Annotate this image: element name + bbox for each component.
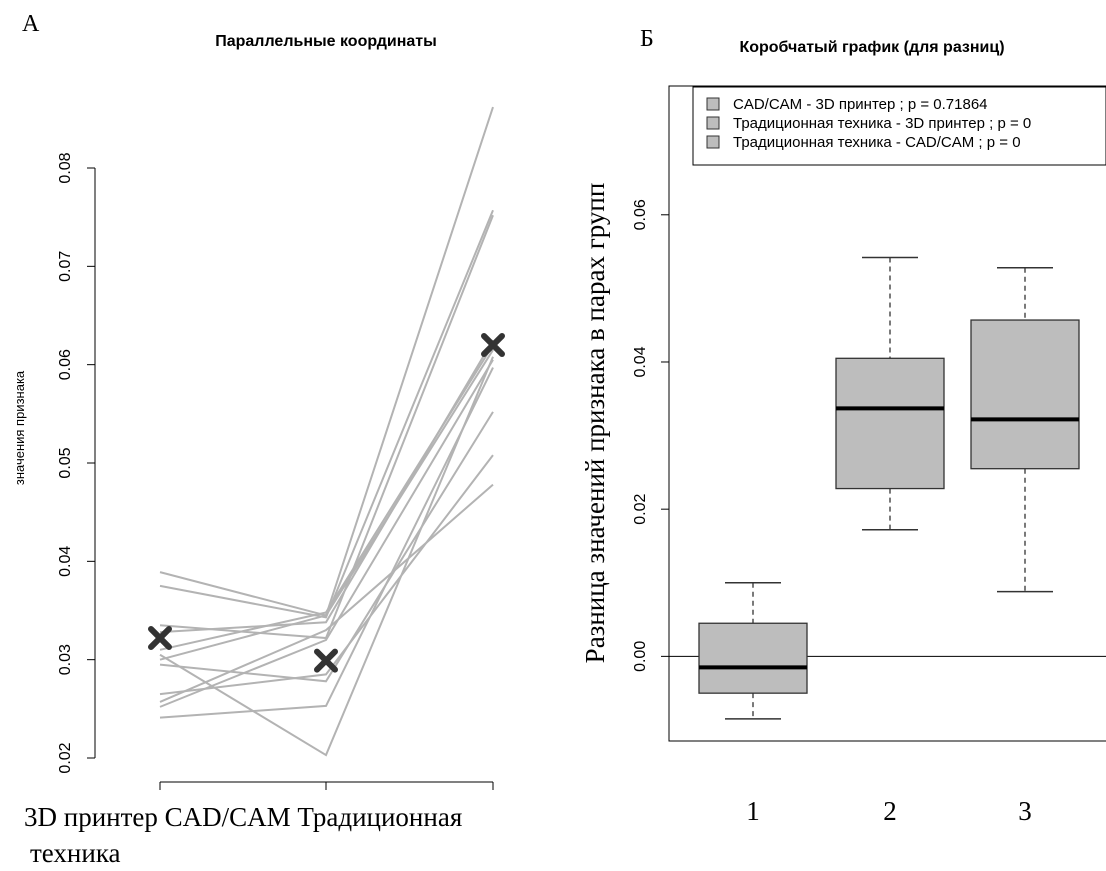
y-tick-label: 0.02 bbox=[632, 494, 649, 525]
mean-marker bbox=[481, 333, 505, 357]
panel-a-bottom-label-line1: 3D принтер CAD/CAM Традиционная bbox=[24, 802, 462, 832]
y-tick-label: 0.04 bbox=[57, 546, 74, 577]
mean-marker-stroke bbox=[148, 626, 172, 651]
series-line bbox=[159, 106, 494, 617]
boxplot: 0.00 0.02 0.04 0.06 1 2 3 CAD/CAM - 3D принтер … bbox=[632, 85, 1106, 826]
panel-b-ylabel: Разница значений признака в парах групп bbox=[580, 183, 610, 664]
legend: CAD/CAM - 3D принтер ; p = 0.71864 Традиц… bbox=[692, 86, 1106, 166]
series-line bbox=[159, 483, 494, 703]
x-tick-label: 1 bbox=[746, 796, 760, 826]
parallel-coordinates-plot: 0.02 0.03 0.04 0.05 0.06 0.07 0.08 bbox=[57, 106, 505, 790]
iqr-box bbox=[835, 357, 945, 490]
legend-entry: CAD/CAM - 3D принтер ; p = 0.71864 bbox=[733, 96, 988, 113]
mean-marker-stroke bbox=[481, 333, 505, 357]
y-tick-label: 0.04 bbox=[632, 346, 649, 377]
x-tick-label: 2 bbox=[883, 796, 897, 826]
iqr-box bbox=[698, 622, 808, 694]
box-3 bbox=[970, 267, 1080, 593]
series-line bbox=[159, 359, 494, 708]
panel-a-letter: А bbox=[22, 11, 40, 37]
series-line bbox=[159, 356, 494, 757]
y-tick-label: 0.05 bbox=[57, 447, 74, 478]
mean-marker bbox=[148, 626, 172, 651]
legend-box bbox=[692, 86, 1106, 166]
legend-entry: Традиционная техника - 3D принтер ; p = … bbox=[733, 115, 1031, 132]
plot-frame bbox=[668, 85, 1106, 742]
x-tick-label: 3 bbox=[1018, 796, 1032, 826]
y-tick-label: 0.06 bbox=[632, 199, 649, 230]
series-line bbox=[159, 349, 494, 661]
box-2 bbox=[835, 256, 945, 531]
panel-a-bottom-label-line2: техника bbox=[30, 838, 121, 868]
box-1 bbox=[698, 582, 808, 720]
panel-a-title: Параллельные координаты bbox=[215, 33, 437, 50]
y-tick-label: 0.08 bbox=[57, 152, 74, 183]
series-line bbox=[159, 209, 494, 619]
legend-swatch bbox=[706, 135, 720, 149]
mean-marker bbox=[314, 648, 338, 673]
y-tick-label: 0.03 bbox=[57, 644, 74, 675]
y-tick-label: 0.07 bbox=[57, 251, 74, 282]
y-tick-label: 0.06 bbox=[57, 349, 74, 380]
series-line bbox=[159, 411, 494, 683]
series-line bbox=[159, 367, 494, 719]
panel-b-letter: Б bbox=[640, 26, 654, 52]
legend-swatch bbox=[706, 116, 720, 130]
y-tick-label: 0.00 bbox=[632, 641, 649, 672]
iqr-box bbox=[970, 319, 1080, 470]
y-tick-label: 0.02 bbox=[57, 742, 74, 773]
panel-a-ylabel: значения признака bbox=[12, 370, 27, 485]
legend-entry: Традиционная техника - CAD/CAM ; p = 0 bbox=[733, 134, 1021, 151]
panel-b-title: Коробчатый график (для разниц) bbox=[739, 39, 1004, 56]
legend-swatch bbox=[706, 97, 720, 111]
series-line bbox=[159, 339, 494, 634]
series-line bbox=[159, 344, 494, 651]
mean-marker-stroke bbox=[314, 648, 338, 673]
